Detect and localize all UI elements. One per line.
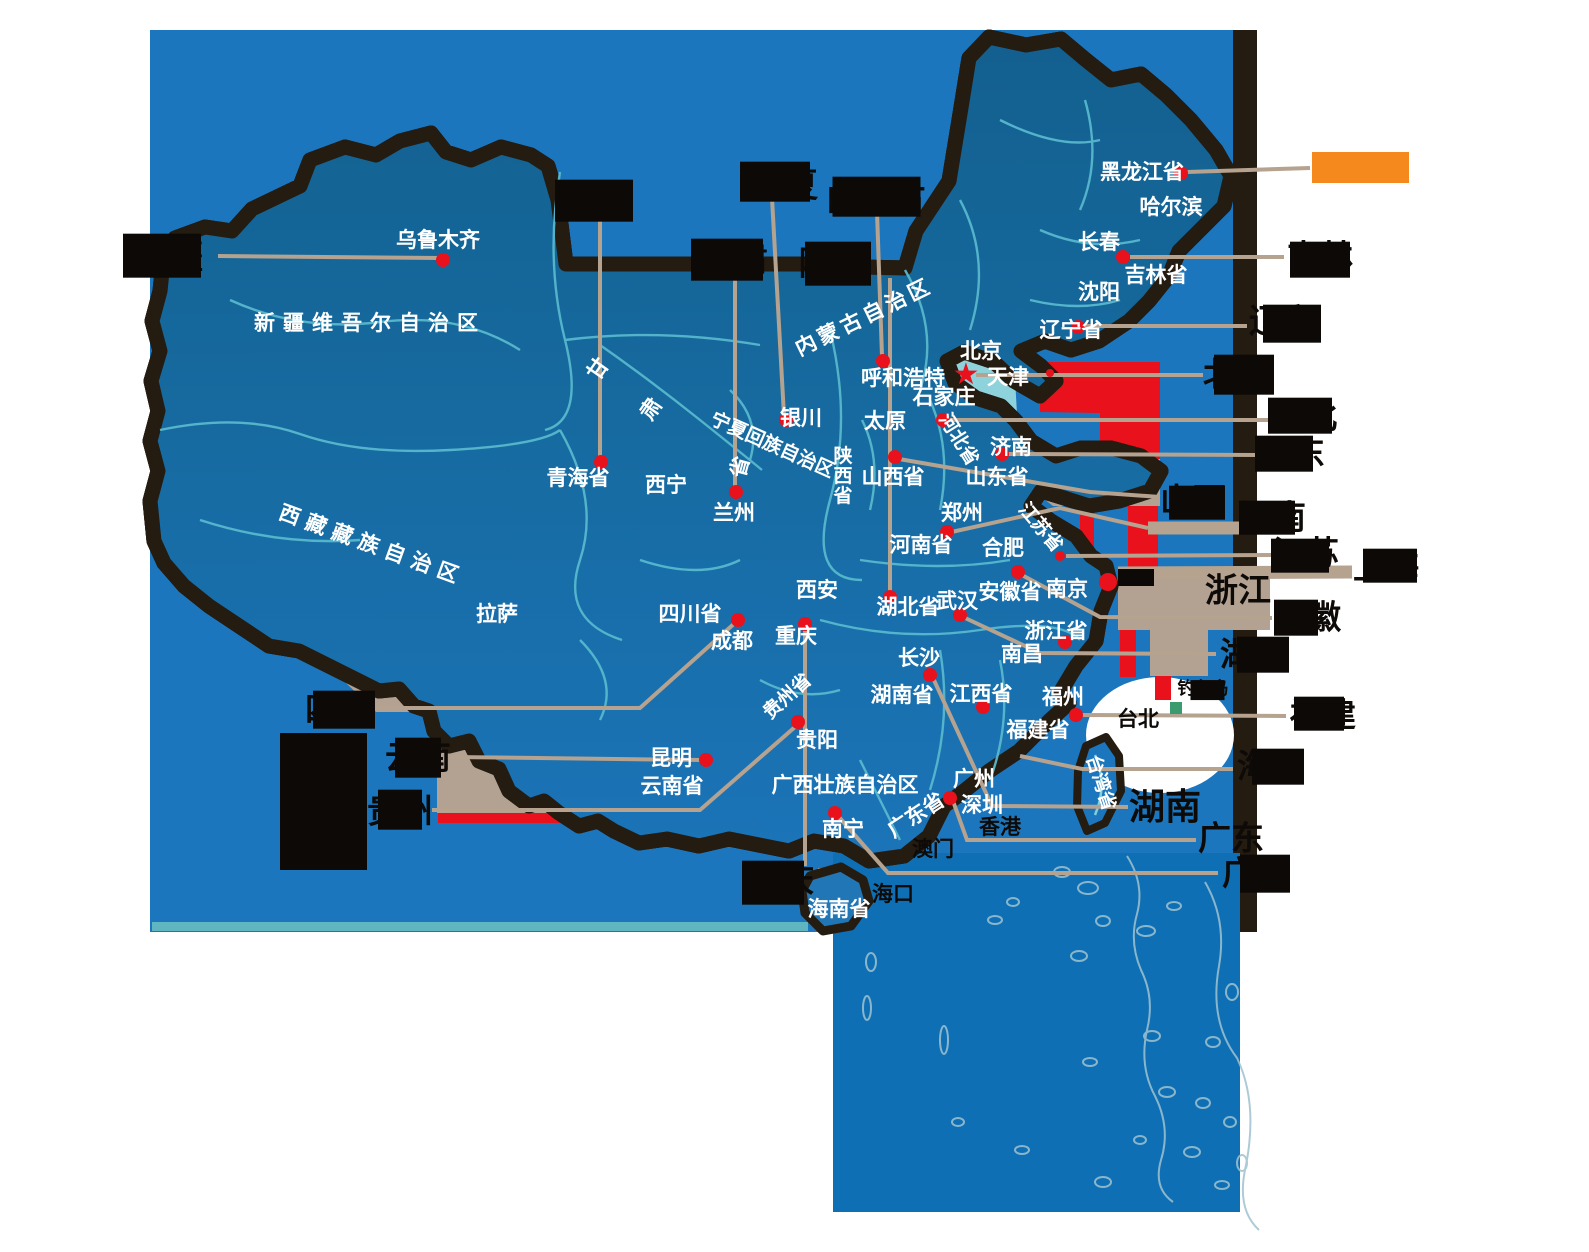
right-black-strip	[1233, 30, 1257, 932]
dot-jinan[interactable]	[995, 447, 1009, 461]
dot-changchun[interactable]	[1116, 250, 1130, 264]
backdrop-bottom-cyan-strip	[152, 922, 808, 931]
heilongjiang-callout-highlight[interactable]	[1312, 152, 1409, 183]
dot-guangzhou[interactable]	[943, 791, 957, 805]
dot-chengdu[interactable]	[731, 613, 745, 627]
dot-hohhot[interactable]	[876, 354, 890, 368]
dot-guiyang[interactable]	[791, 715, 805, 729]
dot-shijiazhuang[interactable]	[936, 413, 950, 427]
dot-changsha[interactable]	[923, 668, 937, 682]
dot-xining[interactable]	[594, 455, 608, 469]
dot-urumqi[interactable]	[436, 253, 450, 267]
dot-nanjing[interactable]	[1055, 551, 1065, 561]
dot-chongqing[interactable]	[798, 617, 812, 631]
taiwan-inner-line	[1093, 754, 1103, 816]
dot-hangzhou[interactable]	[1058, 635, 1072, 649]
dot-zhengzhou[interactable]	[940, 525, 954, 539]
dot-harbin[interactable]	[1174, 166, 1188, 180]
shanghai-city-label-box	[1118, 569, 1154, 586]
dot-hefei[interactable]	[1011, 565, 1025, 579]
city-dots	[436, 166, 1188, 820]
dot-fuzhou[interactable]	[1069, 708, 1083, 722]
callout-lines	[217, 166, 1311, 875]
dot-xian[interactable]	[883, 590, 897, 604]
diaoyu-island-marker[interactable]	[1170, 702, 1182, 714]
dot-lanzhou[interactable]	[729, 485, 743, 499]
dot-tianjin[interactable]	[1046, 369, 1054, 377]
dot-wuhan[interactable]	[953, 608, 967, 622]
province-borders	[159, 99, 1141, 841]
beijing-star-icon[interactable]: ★	[953, 357, 980, 392]
hainan-island[interactable]	[797, 862, 874, 936]
dot-shanghai[interactable]	[1099, 573, 1117, 591]
black-block	[280, 733, 367, 870]
south-sea-panel	[833, 853, 1240, 1212]
dot-nanchang[interactable]	[976, 700, 990, 714]
dot-kunming[interactable]	[699, 753, 713, 767]
dot-shenyang[interactable]	[1071, 320, 1085, 334]
dot-yinchuan[interactable]	[779, 413, 793, 427]
dot-taiyuan[interactable]	[888, 450, 902, 464]
dot-nanning[interactable]	[828, 806, 842, 820]
